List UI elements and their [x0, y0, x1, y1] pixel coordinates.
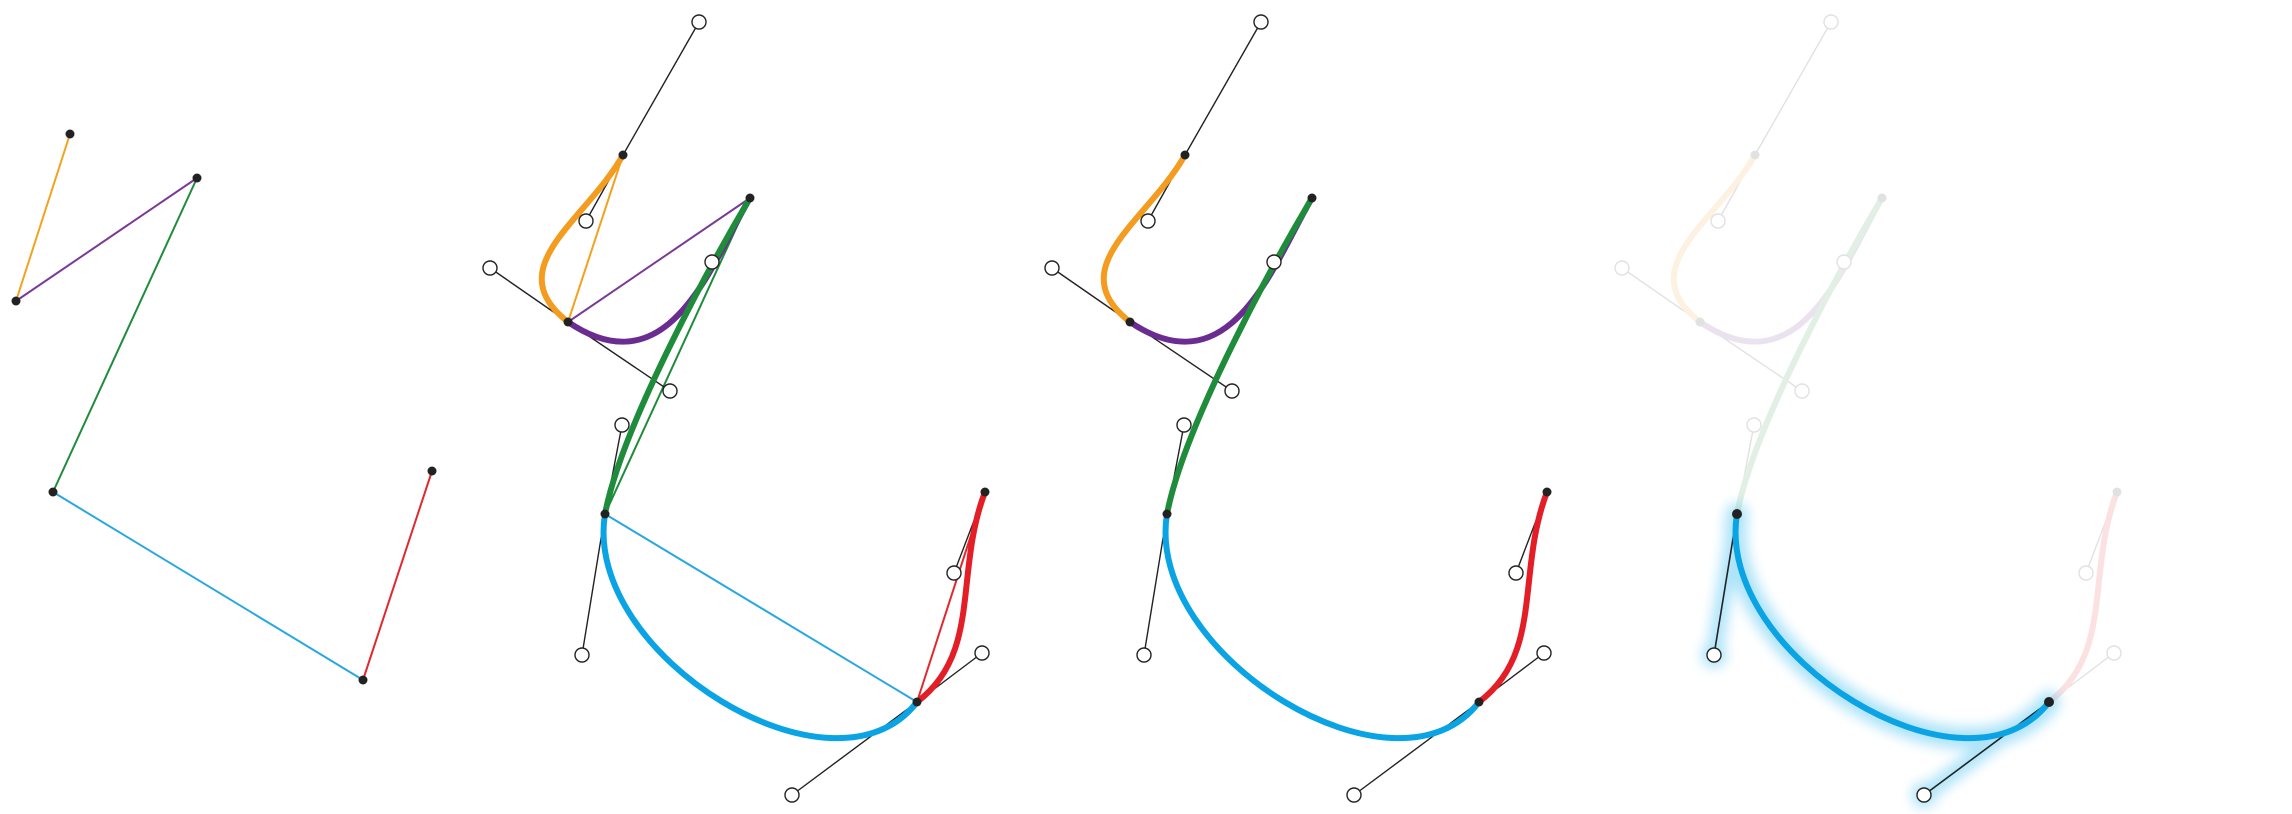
highlight-glow — [1701, 503, 2060, 808]
curve-segment-green — [602, 195, 753, 517]
panel-curve-with-polygon — [482, 14, 990, 803]
polygon-edge-blue — [52, 491, 364, 681]
polygon-edge-blue — [604, 513, 918, 703]
anchor-point — [65, 129, 75, 139]
polygon-edge-green — [52, 177, 198, 493]
polygon-edge-orange — [567, 154, 624, 323]
anchor-points — [1125, 150, 1552, 707]
curve-segment-orange — [538, 152, 626, 325]
curve-segment-red — [914, 489, 988, 705]
panel-highlighted-segment — [1614, 14, 2122, 808]
polygon-edge-purple — [15, 177, 198, 302]
curve-segment-red — [1476, 489, 1550, 705]
highlighted-handle-points — [1706, 647, 1932, 803]
handle-lines — [1051, 21, 1548, 796]
curve-segment-orange — [1100, 152, 1188, 325]
curve-segment-blue — [600, 511, 920, 742]
faded-curve — [1614, 14, 2122, 705]
highlighted-handles — [1713, 513, 2050, 796]
polygon-edge-green — [604, 197, 751, 515]
panel-control-polygon — [11, 129, 437, 685]
panel-curve-with-handles — [1044, 14, 1552, 803]
anchor-point — [358, 675, 368, 685]
anchor-point — [192, 173, 202, 183]
handle-points — [482, 14, 990, 803]
curve-segment-purple — [1127, 195, 1315, 345]
handle-points — [1044, 14, 1552, 803]
handle-lines — [489, 21, 986, 796]
curve-segment-purple — [565, 195, 753, 345]
anchor-point — [48, 487, 58, 497]
anchor-point — [11, 296, 21, 306]
curve-segment-blue-highlighted — [1732, 511, 2052, 742]
curve-segment-blue — [1162, 511, 1482, 742]
curve-segment-green — [1164, 195, 1315, 517]
polygon-edge-purple — [567, 197, 751, 323]
highlighted-anchor-points — [1732, 509, 2054, 707]
anchor-points — [563, 150, 990, 707]
polygon-edge-orange — [15, 133, 71, 302]
polygon-edge-red — [362, 470, 433, 681]
anchor-point — [427, 466, 437, 476]
